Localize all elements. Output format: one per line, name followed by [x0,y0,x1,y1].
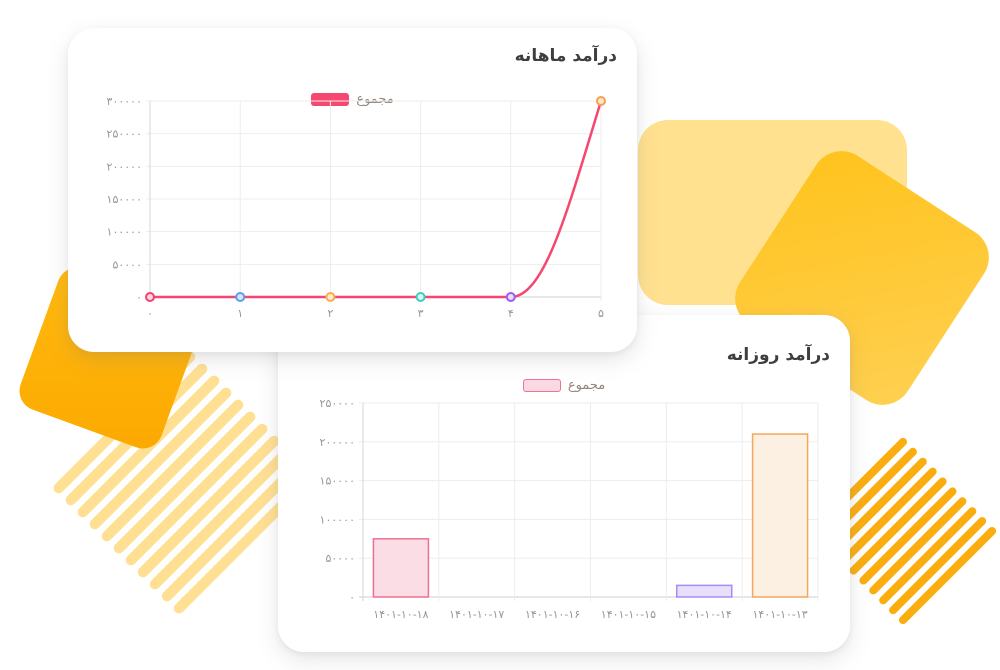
bar [676,584,733,598]
data-point [505,292,516,302]
data-point [596,96,606,106]
line-series [150,100,603,299]
bar [751,433,809,598]
bar [372,538,430,598]
daily-chart-title: درآمد روزانه [726,345,830,365]
y-tick-label: ۱۵۰۰۰۰ [107,193,142,206]
monthly-legend: مجموع [68,92,637,107]
data-point [415,292,426,302]
y-tick-label: ۰ [136,291,142,304]
stripe [849,477,947,575]
x-tick-label: ۱۴۰۱-۱۰-۱۸ [373,608,428,621]
daily-legend: مجموع [278,378,850,393]
x-tick-label: ۱۴۰۱-۱۰-۱۷ [449,608,504,621]
stripe [839,467,937,565]
y-tick-label: ۱۰۰۰۰۰ [320,513,355,526]
data-point [235,292,246,302]
daily-income-card: درآمد روزانه مجموع ۰ ۵۰۰۰۰ ۱۰۰۰۰۰ ۱۵۰۰۰۰ ۲۰۰… [278,315,850,652]
monthly-income-card: درآمد ماهانه مجموع ۰ ۵۰۰۰۰ ۱۰۰۰۰۰ ۱۵۰۰۰۰ ۲۰۰… [68,28,637,352]
x-tick-label: ۳ [418,307,424,320]
x-tick-label: ۰ [147,307,153,320]
y-tick-label: ۳۰۰۰۰۰ [107,95,142,108]
stripe [149,447,292,590]
stripe [869,497,967,595]
y-tick-label: ۲۰۰۰۰۰ [107,160,142,173]
y-tick-label: ۵۰۰۰۰ [325,552,355,565]
x-tick-label: ۱۴۰۱-۱۰-۱۳ [752,608,807,621]
monthly-chart-title: درآمد ماهانه [514,46,617,66]
y-tick-label: ۱۵۰۰۰۰ [320,475,355,488]
monthly-legend-item[interactable]: مجموع [311,92,394,107]
data-point [325,292,336,302]
stripe [899,527,997,625]
x-tick-label: ۱۴۰۱-۱۰-۱۵ [601,608,656,621]
monthly-legend-swatch [311,93,350,106]
x-tick-label: ۱۴۰۱-۱۰-۱۶ [525,608,580,621]
monthly-line-chart[interactable]: ۰ ۵۰۰۰۰ ۱۰۰۰۰۰ ۱۵۰۰۰۰ ۲۰۰۰۰۰ ۲۵۰۰۰۰ ۳۰۰۰۰۰ ۰ ۱ ۲ ۳… [68,28,637,352]
daily-legend-label: مجموع [567,378,606,393]
daily-legend-swatch [522,379,561,392]
x-tick-label: ۵ [598,307,604,320]
stripe [879,507,977,605]
x-tick-label: ۲ [327,307,333,320]
x-tick-label: ۱ [237,307,243,320]
stripe [859,487,957,585]
y-tick-label: ۲۵۰۰۰۰ [320,397,355,410]
y-tick-label: ۲۰۰۰۰۰ [320,436,355,449]
daily-legend-item[interactable]: مجموع [522,378,606,393]
daily-bar-chart[interactable]: ۰ ۵۰۰۰۰ ۱۰۰۰۰۰ ۱۵۰۰۰۰ ۲۰۰۰۰۰ ۲۵۰۰۰۰ ۱۴۰۱-۱۰-۱۸… [278,315,850,652]
stripe [889,517,987,615]
y-tick-label: ۲۵۰۰۰۰ [107,128,142,141]
y-tick-label: ۵۰۰۰۰ [112,258,142,271]
y-tick-label: ۱۰۰۰۰۰ [107,226,142,239]
chart-grid [359,402,819,601]
monthly-legend-label: مجموع [356,92,394,107]
stripe [137,435,280,578]
x-tick-label: ۱۴۰۱-۱۰-۱۴ [677,608,732,621]
y-tick-label: ۰ [349,591,355,604]
data-point [145,292,155,302]
chart-grid [146,100,602,301]
x-tick-label: ۴ [508,307,514,320]
stripe [125,423,268,566]
